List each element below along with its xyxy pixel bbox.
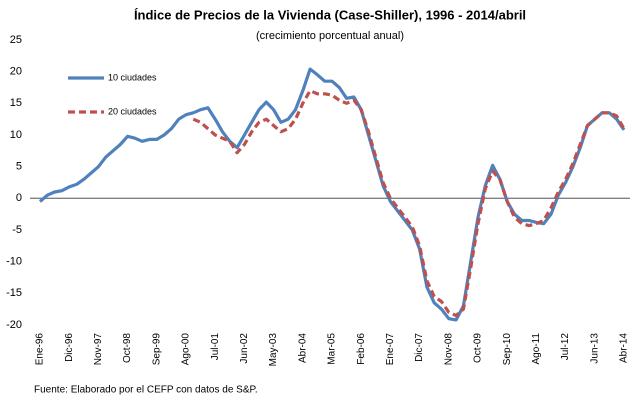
legend-label: 10 ciudades bbox=[108, 72, 157, 82]
series-line bbox=[38, 67, 626, 322]
x-tick-label: May-03 bbox=[268, 333, 279, 367]
y-tick-label: 25 bbox=[10, 34, 22, 46]
y-tick-label: 15 bbox=[10, 97, 22, 109]
y-tick-label: 5 bbox=[16, 161, 22, 173]
y-tick-label: 10 bbox=[10, 129, 22, 141]
source-note: Fuente: Elaborado por el CEFP con datos … bbox=[34, 385, 258, 396]
x-tick-label: Oct-98 bbox=[122, 333, 133, 363]
legend-label: 20 ciudades bbox=[108, 106, 157, 116]
y-tick-label: 20 bbox=[10, 66, 22, 78]
x-tick-label: Abr-14 bbox=[619, 333, 630, 363]
y-tick-label: -5 bbox=[12, 224, 22, 236]
x-tick-label: Ene-07 bbox=[385, 333, 396, 366]
y-tick-label: -10 bbox=[6, 256, 22, 268]
x-tick-label: Ene-96 bbox=[35, 333, 46, 366]
x-tick-label: Sep-10 bbox=[502, 333, 513, 366]
y-tick-label: -15 bbox=[6, 287, 22, 299]
x-tick-label: Ago-11 bbox=[531, 333, 542, 365]
x-tick-label: Oct-09 bbox=[473, 333, 484, 363]
x-tick-label: Feb-06 bbox=[356, 333, 367, 365]
x-tick-label: Nov-08 bbox=[443, 333, 454, 366]
x-tick-label: Dic-96 bbox=[64, 333, 75, 362]
x-tick-label: Jul-12 bbox=[560, 333, 571, 361]
x-tick-label: Jun-13 bbox=[589, 333, 600, 364]
x-tick-label: Sep-99 bbox=[151, 333, 162, 366]
series-line bbox=[192, 89, 626, 318]
x-tick-label: Jun-02 bbox=[239, 333, 250, 364]
x-tick-label: Dic-07 bbox=[414, 333, 425, 362]
x-tick-label: Nov-97 bbox=[93, 333, 104, 366]
chart-title: Índice de Precios de la Vivienda (Case-S… bbox=[134, 7, 526, 22]
x-tick-label: Ago-00 bbox=[181, 333, 192, 366]
y-tick-label: -20 bbox=[6, 319, 22, 331]
x-tick-label: Abr-04 bbox=[297, 333, 308, 363]
x-tick-label: Mar-05 bbox=[327, 333, 338, 365]
chart-subtitle: (crecimiento porcentual anual) bbox=[256, 30, 404, 42]
x-tick-label: Jul-01 bbox=[210, 333, 221, 361]
y-tick-label: 0 bbox=[16, 192, 22, 204]
